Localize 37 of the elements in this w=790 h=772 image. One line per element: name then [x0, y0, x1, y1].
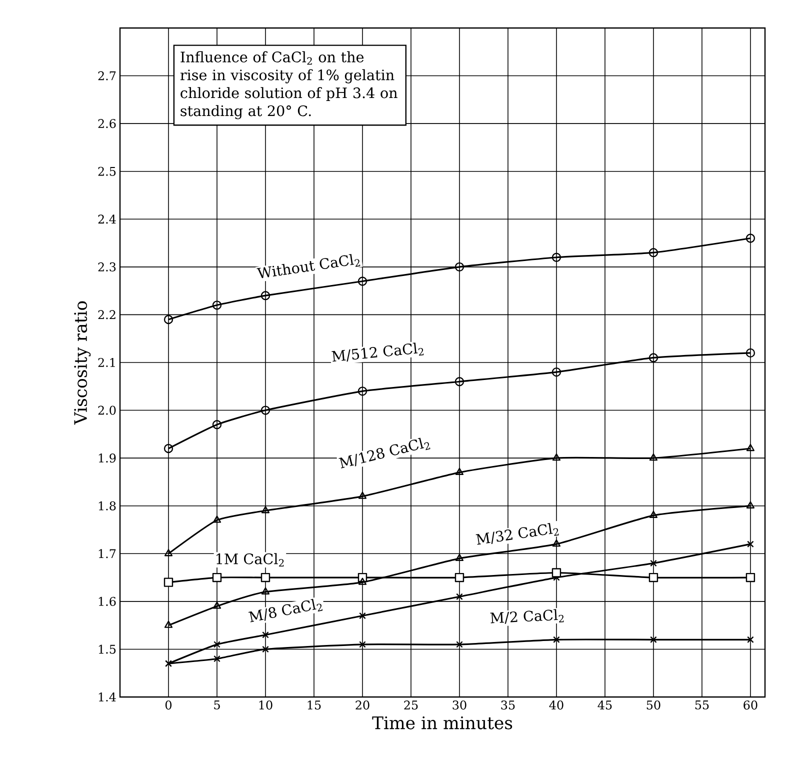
y-tick-label: 1.8 — [98, 501, 116, 510]
x-tick-label: 50 — [646, 700, 660, 710]
text: M/128 CaCl$_{2}$ — [338, 438, 430, 468]
series-label: M/2 CaCl$_{2}$ — [490, 609, 564, 624]
y-tick-label: 1.4 — [98, 692, 116, 702]
x-tick-label: 40 — [549, 700, 564, 710]
y-tick-label: 1.7 — [98, 549, 116, 558]
y-tick-label: 2.4 — [98, 214, 116, 224]
text: M/512 CaCl$_{2}$ — [332, 342, 424, 362]
y-axis-title: Viscosity ratio — [74, 301, 91, 425]
x-tick-label: 55 — [695, 700, 709, 710]
text: M/32 CaCl$_{2}$ — [476, 523, 559, 545]
x-axis-title: Time in minutes — [372, 716, 512, 730]
text: M/8 CaCl$_{2}$ — [248, 598, 323, 622]
x-tick-label: 45 — [598, 700, 612, 710]
y-tick-label: 1.6 — [98, 596, 116, 606]
text: Influence of CaCl$_{2}$ on the rise in viscosity of 1% gelatin chloride solution of pH 3.4 on standing at 20° C. — [180, 51, 398, 120]
y-tick-label: 2.1 — [98, 358, 115, 368]
y-tick-label: 2.7 — [98, 71, 116, 80]
x-tick-label: 0 — [165, 700, 172, 710]
x-tick-label: 30 — [452, 700, 466, 710]
x-tick-label: 25 — [404, 700, 418, 710]
x-tick-label: 20 — [356, 700, 370, 710]
series-label: 1M CaCl$_{2}$ — [216, 553, 284, 567]
x-tick-label: 5 — [214, 700, 220, 710]
y-tick-label: 2.2 — [98, 310, 116, 320]
y-tick-label: 2.3 — [98, 262, 116, 272]
text: Without CaCl$_{2}$ — [256, 254, 360, 278]
y-tick-label: 1.9 — [98, 454, 116, 463]
x-tick-label: 35 — [501, 700, 515, 710]
y-tick-label: 2.0 — [98, 406, 116, 415]
x-tick-label: 10 — [259, 700, 272, 710]
y-tick-label: 1.5 — [98, 644, 116, 654]
y-tick-label: 2.6 — [98, 119, 116, 128]
y-tick-label: 2.5 — [98, 166, 116, 176]
x-tick-label: 15 — [308, 700, 321, 710]
x-tick-label: 60 — [744, 700, 758, 710]
